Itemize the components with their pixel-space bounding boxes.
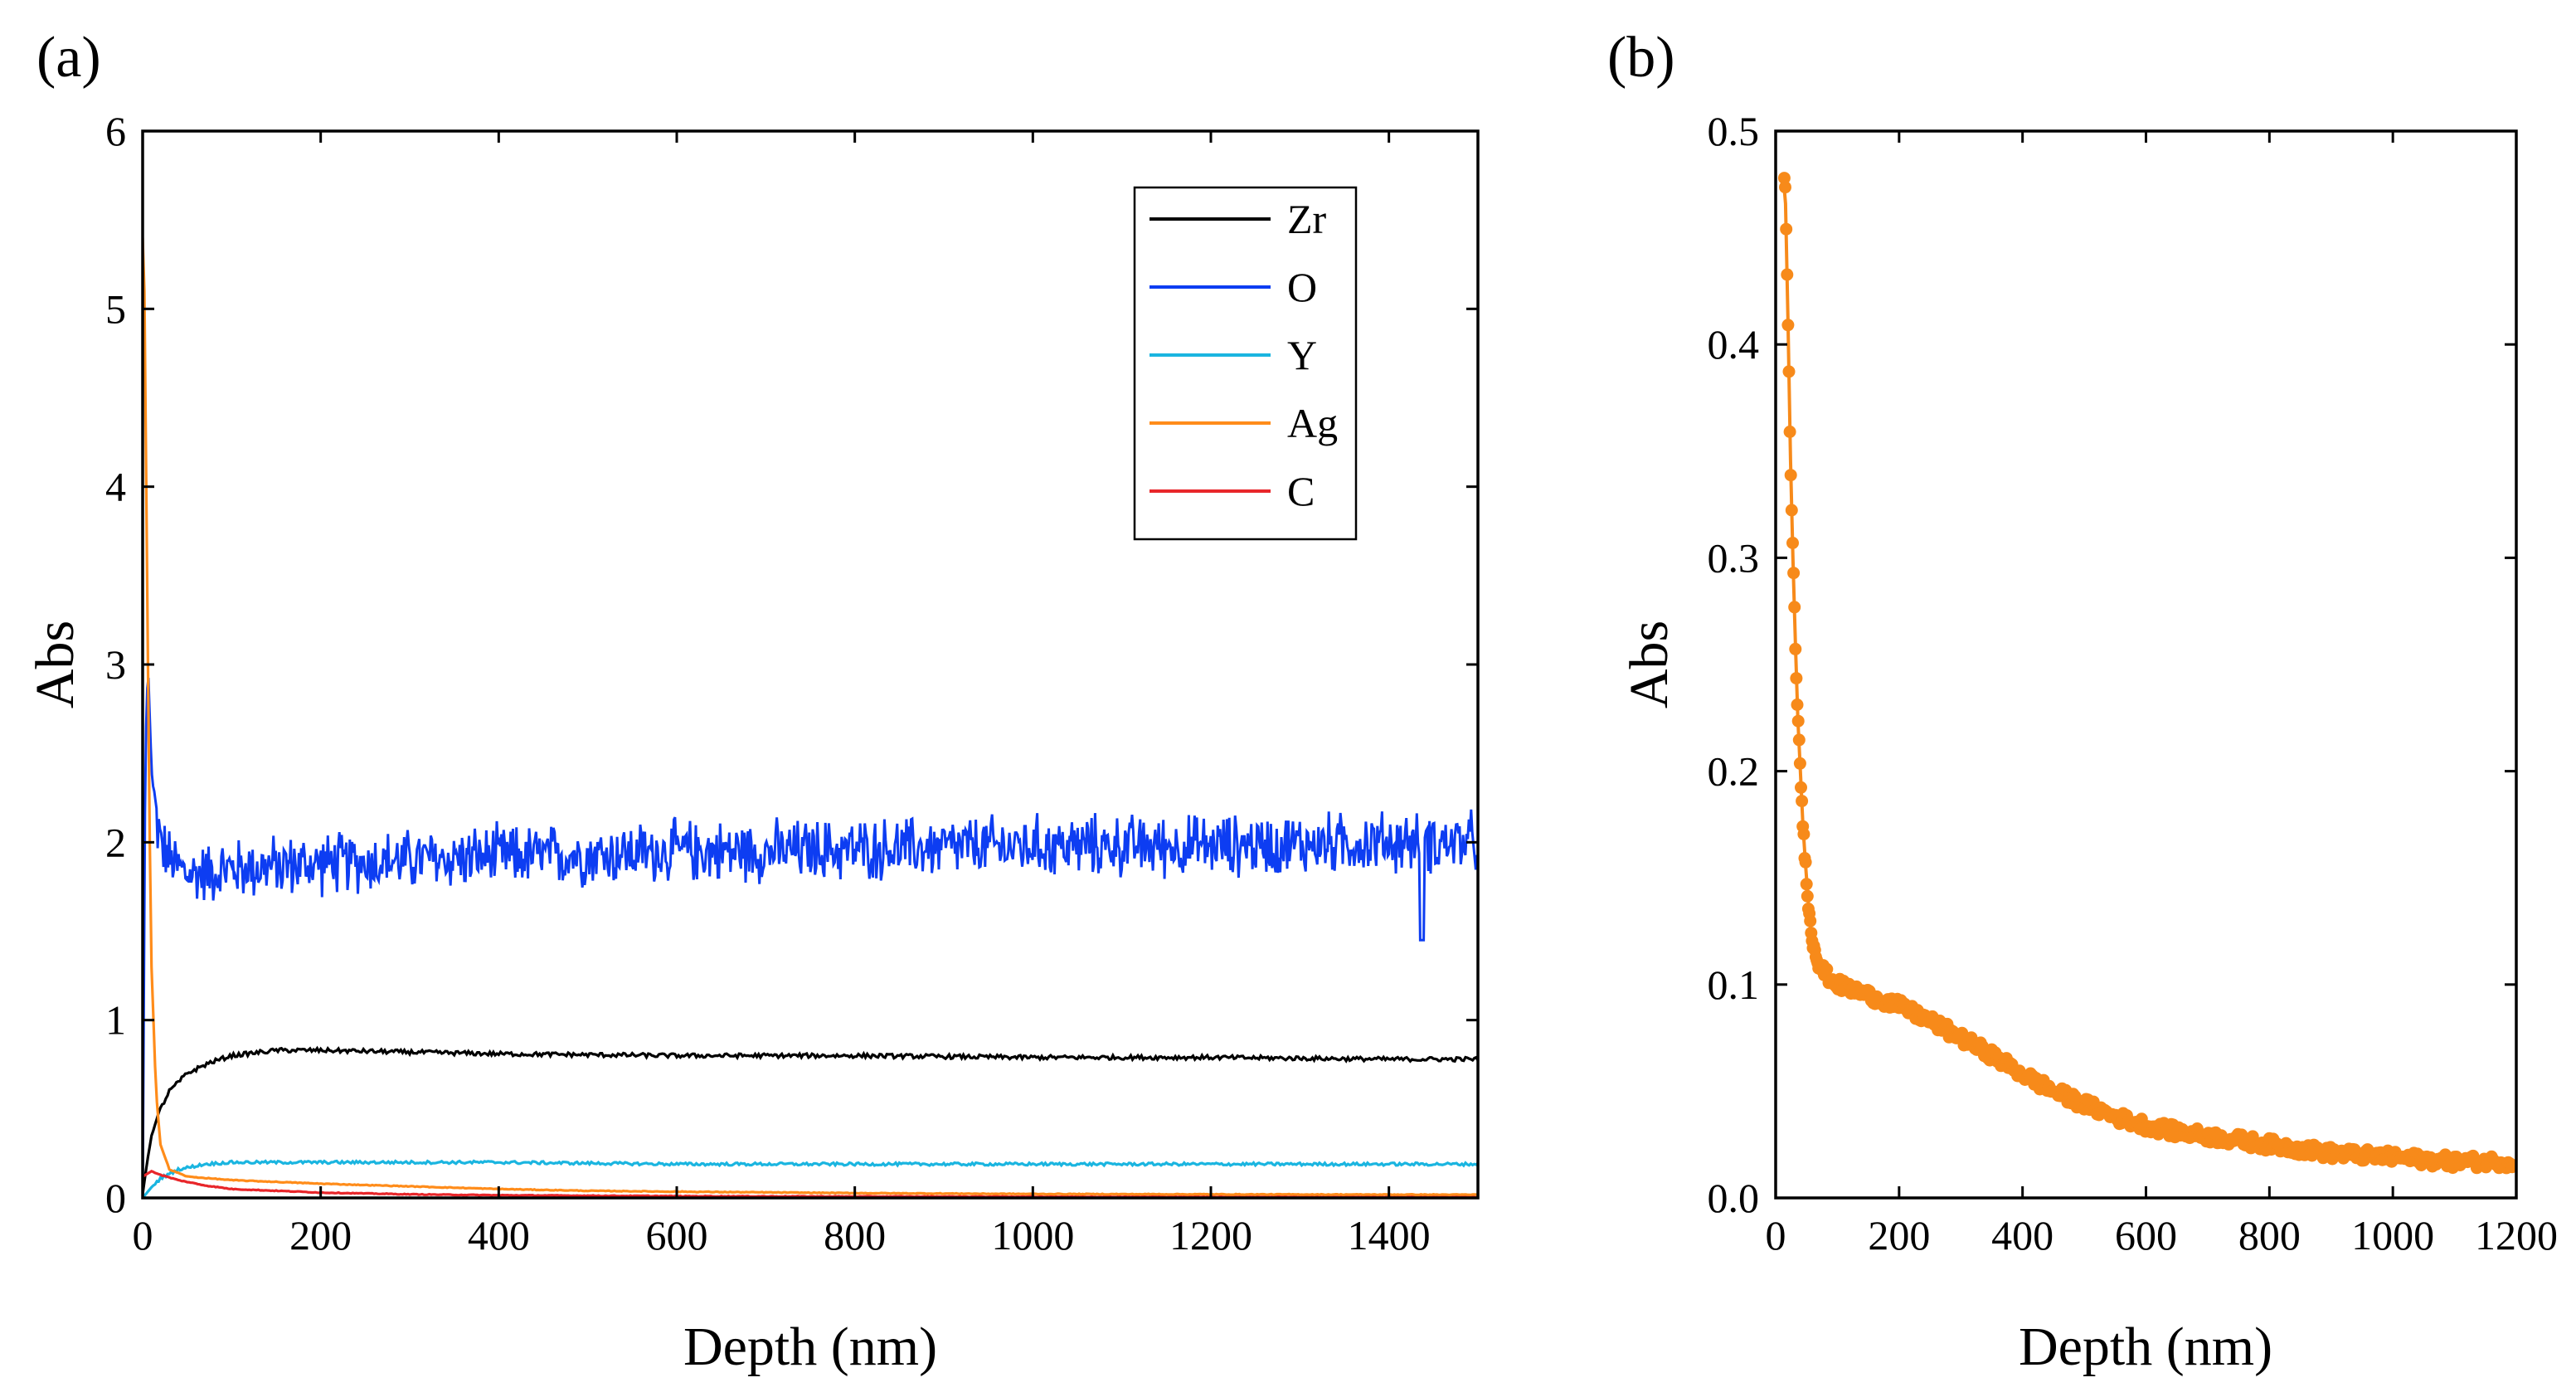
data-point (1800, 878, 1813, 891)
data-point (1787, 567, 1801, 580)
b-y-tick-label: 0.4 (1708, 321, 1760, 368)
a-y-tick-label: 0 (105, 1175, 126, 1221)
b-x-tick-label: 1000 (2351, 1212, 2434, 1258)
series-y-line (143, 1159, 1478, 1198)
panel-a-data (143, 237, 1478, 1198)
data-point (1781, 268, 1794, 281)
data-point (1790, 672, 1803, 685)
panel-b-y-title: Abs (1619, 621, 1679, 708)
a-y-tick-label: 4 (105, 464, 126, 510)
b-y-tick-label: 0.5 (1708, 108, 1760, 154)
series-ag-points (1777, 172, 2516, 1175)
legend-box (1133, 186, 1358, 541)
b-x-tick-label: 600 (2115, 1212, 2177, 1258)
a-y-tick-label: 6 (105, 108, 126, 154)
legend-label-c: C (1287, 468, 1315, 514)
panel-a-ticks: 0 200 400 600 800 1000 1200 1400 0 1 2 3 4 5 6 (105, 108, 1478, 1258)
a-y-tick-label: 2 (105, 819, 126, 865)
series-o-line (143, 677, 1478, 1198)
panel-b-data (1777, 172, 2516, 1175)
a-y-tick-label: 1 (105, 997, 126, 1044)
b-x-tick-label: 0 (1766, 1212, 1786, 1258)
b-y-tick-label: 0.3 (1708, 534, 1760, 581)
a-x-tick-label: 1000 (991, 1212, 1074, 1258)
data-point (1782, 365, 1796, 378)
data-point (1779, 181, 1791, 194)
series-zr-line (143, 1045, 1478, 1195)
b-x-tick-label: 1200 (2475, 1212, 2558, 1258)
legend-label-o: O (1287, 264, 1317, 310)
panel-b: (b) 0 200 400 600 800 1000 1200 0.0 0.1 0.2 0.3 0.4… (1607, 26, 2558, 1377)
data-point (1789, 642, 1802, 655)
panel-b-label: (b) (1607, 26, 1675, 90)
data-point (1791, 714, 1805, 728)
b-x-tick-label: 200 (1868, 1212, 1930, 1258)
data-point (1820, 962, 1834, 976)
data-point (1796, 795, 1809, 808)
panel-a-label: (a) (36, 26, 101, 90)
legend-label-y: Y (1287, 332, 1317, 378)
a-x-tick-label: 0 (133, 1212, 153, 1258)
b-y-tick-label: 0.2 (1708, 748, 1760, 795)
data-point (1799, 855, 1812, 869)
legend-label-zr: Zr (1287, 196, 1327, 242)
data-point (1786, 537, 1799, 549)
data-point (1781, 319, 1795, 332)
b-y-tick-label: 0.1 (1708, 961, 1760, 1008)
a-y-tick-label: 5 (105, 285, 126, 332)
data-point (1793, 757, 1806, 770)
data-point (1804, 914, 1817, 927)
data-point (1797, 828, 1810, 840)
data-point (1791, 698, 1804, 711)
a-x-tick-label: 200 (289, 1212, 352, 1258)
panel-a-y-title: Abs (25, 621, 85, 708)
data-point (1777, 172, 1791, 185)
data-point (1801, 889, 1814, 903)
data-point (1795, 781, 1807, 794)
panel-b-x-title: Depth (nm) (2019, 1317, 2272, 1377)
data-point (1788, 601, 1801, 614)
a-x-tick-label: 1200 (1169, 1212, 1252, 1258)
data-point (1784, 469, 1797, 482)
legend-label-ag: Ag (1287, 400, 1338, 446)
panel-a-x-title: Depth (nm) (683, 1317, 937, 1377)
panel-b-ticks: 0 200 400 600 800 1000 1200 0.0 0.1 0.2 0.3 0.4 0.5 (1708, 108, 2559, 1258)
b-x-tick-label: 800 (2238, 1212, 2301, 1258)
a-x-tick-label: 600 (646, 1212, 708, 1258)
data-point (2507, 1159, 2516, 1172)
data-point (1780, 222, 1793, 236)
data-point (1783, 426, 1796, 438)
b-y-tick-label: 0.0 (1708, 1175, 1760, 1221)
a-y-tick-label: 3 (105, 641, 126, 688)
panel-a: (a) 0 200 400 600 800 1000 1200 1400 0 1 2 3 4 5 6 Dep… (25, 26, 1480, 1377)
panel-b-frame (1774, 129, 2518, 1200)
a-x-tick-label: 800 (824, 1212, 886, 1258)
data-point (1785, 504, 1798, 517)
series-ag-line (1781, 173, 2516, 1164)
panel-a-legend: Zr OY Ag C (1133, 186, 1358, 541)
a-x-tick-label: 400 (468, 1212, 530, 1258)
a-x-tick-label: 1400 (1348, 1212, 1431, 1258)
series-ag-line (143, 237, 1478, 1197)
data-point (1792, 733, 1806, 747)
b-x-tick-label: 400 (1991, 1212, 2054, 1258)
